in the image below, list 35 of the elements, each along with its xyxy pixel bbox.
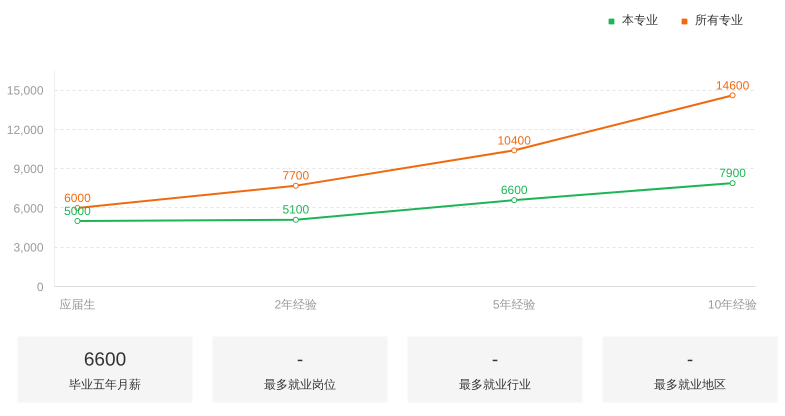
legend-label: 所有专业: [695, 12, 743, 29]
point: [730, 180, 736, 186]
legend-label: 本专业: [622, 12, 658, 29]
x-tick-label: 5年经验: [492, 298, 536, 312]
data-label: 6600: [500, 183, 528, 198]
x-tick-label: 应届生: [59, 298, 96, 312]
text: 最多就业岗位: [264, 378, 336, 392]
y-tick-label: 15,000: [6, 84, 44, 98]
data-label: 7700: [282, 168, 310, 183]
text: -: [492, 350, 498, 370]
point: [730, 92, 736, 98]
point: [74, 218, 80, 224]
point: [511, 197, 518, 204]
y-tick-label: 3,000: [13, 240, 44, 255]
point: [292, 216, 299, 223]
text: -: [296, 350, 304, 370]
data-label: 6000: [64, 190, 92, 205]
y-tick-label: 6,000: [13, 201, 44, 216]
text: 最多就业行业: [459, 378, 531, 392]
text: 最多就业地区: [654, 378, 726, 392]
x-tick-label: 2年经验: [274, 298, 318, 312]
x-tick-label: 10年经验: [708, 298, 758, 312]
data-label: 7900: [719, 166, 746, 180]
data-label: 5000: [64, 204, 92, 218]
text: 毕业五年月薪: [69, 378, 141, 392]
y-tick-label: 0: [36, 280, 44, 294]
data-label: 14600: [716, 78, 750, 92]
y-tick-label: 9,000: [13, 162, 44, 176]
text: 6600: [84, 350, 126, 370]
data-label: 5100: [282, 202, 310, 217]
data-label: 10400: [498, 133, 532, 148]
text: -: [686, 350, 694, 370]
y-tick-label: 12,000: [6, 122, 44, 137]
point: [292, 182, 299, 189]
point: [511, 147, 518, 154]
